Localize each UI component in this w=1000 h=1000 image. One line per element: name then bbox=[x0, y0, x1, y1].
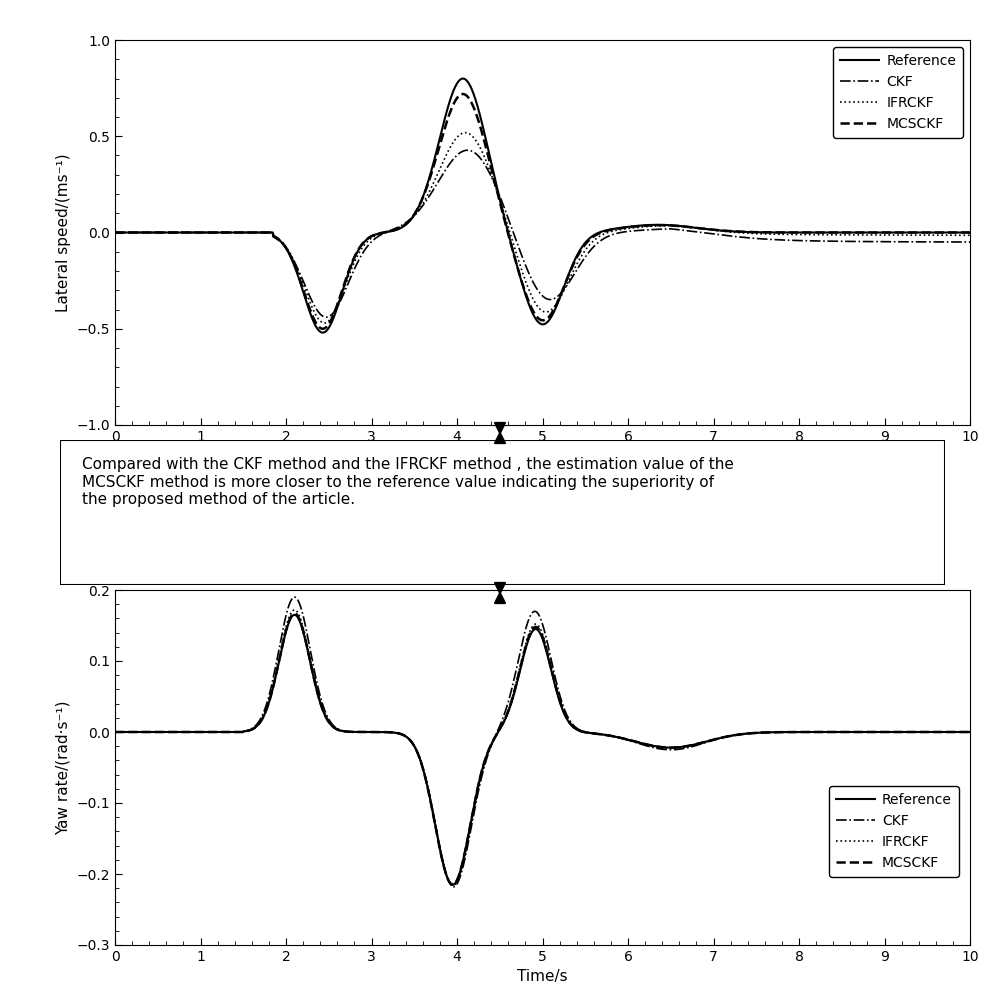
CKF bbox=[109, 726, 121, 738]
Line: CKF: CKF bbox=[115, 150, 970, 317]
CKF bbox=[153, 726, 165, 738]
IFRCKF bbox=[783, 228, 795, 240]
IFRCKF bbox=[503, 702, 515, 714]
IFRCKF bbox=[940, 726, 952, 738]
IFRCKF bbox=[319, 317, 331, 329]
Line: IFRCKF: IFRCKF bbox=[115, 610, 970, 885]
CKF bbox=[940, 236, 952, 248]
Text: Compared with the CKF method and the IFRCKF method , the estimation value of the: Compared with the CKF method and the IFR… bbox=[82, 457, 734, 507]
Reference bbox=[289, 609, 301, 621]
Reference bbox=[940, 226, 952, 238]
Reference bbox=[964, 726, 976, 738]
MCSCKF bbox=[503, 231, 515, 243]
Reference bbox=[940, 726, 952, 738]
MCSCKF bbox=[964, 226, 976, 238]
Reference bbox=[783, 226, 795, 238]
MCSCKF bbox=[940, 226, 952, 238]
CKF bbox=[526, 273, 538, 285]
IFRCKF bbox=[964, 229, 976, 241]
IFRCKF bbox=[459, 127, 471, 139]
IFRCKF bbox=[503, 223, 515, 235]
IFRCKF bbox=[783, 726, 795, 738]
MCSCKF bbox=[109, 226, 121, 238]
IFRCKF bbox=[153, 726, 165, 738]
MCSCKF bbox=[503, 703, 515, 715]
CKF bbox=[320, 311, 332, 323]
Reference bbox=[940, 226, 952, 238]
MCSCKF bbox=[783, 726, 795, 738]
Reference bbox=[526, 627, 538, 639]
CKF bbox=[783, 726, 795, 738]
MCSCKF bbox=[940, 726, 952, 738]
IFRCKF bbox=[940, 726, 952, 738]
X-axis label: Time/s: Time/s bbox=[517, 969, 568, 984]
CKF bbox=[153, 226, 165, 238]
CKF bbox=[448, 881, 460, 893]
CKF bbox=[289, 591, 301, 603]
MCSCKF bbox=[940, 726, 952, 738]
Reference bbox=[153, 726, 165, 738]
Reference bbox=[109, 226, 121, 238]
MCSCKF bbox=[526, 302, 538, 314]
Line: MCSCKF: MCSCKF bbox=[115, 613, 970, 885]
Y-axis label: Lateral speed/(ms⁻¹): Lateral speed/(ms⁻¹) bbox=[56, 153, 71, 312]
IFRCKF bbox=[940, 229, 952, 241]
Reference bbox=[317, 327, 329, 339]
MCSCKF bbox=[964, 726, 976, 738]
MCSCKF bbox=[289, 607, 301, 619]
MCSCKF bbox=[940, 226, 952, 238]
Line: IFRCKF: IFRCKF bbox=[115, 133, 970, 323]
CKF bbox=[940, 726, 952, 738]
Y-axis label: Yaw rate/(rad·s⁻¹): Yaw rate/(rad·s⁻¹) bbox=[56, 700, 71, 835]
IFRCKF bbox=[289, 604, 301, 616]
Reference bbox=[964, 226, 976, 238]
Reference bbox=[447, 879, 459, 891]
CKF bbox=[940, 236, 952, 248]
CKF bbox=[964, 726, 976, 738]
IFRCKF bbox=[940, 229, 952, 241]
IFRCKF bbox=[109, 726, 121, 738]
MCSCKF bbox=[317, 323, 329, 335]
IFRCKF bbox=[109, 226, 121, 238]
CKF bbox=[503, 214, 515, 226]
Line: Reference: Reference bbox=[115, 79, 970, 333]
X-axis label: Time/s: Time/s bbox=[517, 449, 568, 464]
CKF bbox=[109, 226, 121, 238]
IFRCKF bbox=[153, 226, 165, 238]
MCSCKF bbox=[153, 226, 165, 238]
Legend: Reference, CKF, IFRCKF, MCSCKF: Reference, CKF, IFRCKF, MCSCKF bbox=[829, 786, 959, 877]
Legend: Reference, CKF, IFRCKF, MCSCKF: Reference, CKF, IFRCKF, MCSCKF bbox=[833, 47, 963, 138]
MCSCKF bbox=[526, 624, 538, 636]
MCSCKF bbox=[447, 879, 459, 891]
CKF bbox=[503, 694, 515, 706]
MCSCKF bbox=[153, 726, 165, 738]
Reference bbox=[109, 726, 121, 738]
Line: CKF: CKF bbox=[115, 597, 970, 887]
Reference bbox=[457, 73, 469, 85]
IFRCKF bbox=[447, 879, 459, 891]
CKF bbox=[964, 236, 976, 248]
CKF bbox=[526, 608, 538, 620]
Reference bbox=[783, 726, 795, 738]
MCSCKF bbox=[457, 88, 469, 100]
Reference bbox=[940, 726, 952, 738]
Line: Reference: Reference bbox=[115, 615, 970, 885]
CKF bbox=[940, 726, 952, 738]
Reference bbox=[503, 230, 515, 242]
MCSCKF bbox=[109, 726, 121, 738]
IFRCKF bbox=[526, 290, 538, 302]
CKF bbox=[783, 234, 795, 246]
Line: MCSCKF: MCSCKF bbox=[115, 94, 970, 329]
Reference bbox=[526, 305, 538, 317]
Reference bbox=[503, 704, 515, 716]
CKF bbox=[461, 144, 473, 156]
Reference bbox=[153, 226, 165, 238]
IFRCKF bbox=[526, 622, 538, 634]
IFRCKF bbox=[964, 726, 976, 738]
MCSCKF bbox=[783, 226, 795, 238]
